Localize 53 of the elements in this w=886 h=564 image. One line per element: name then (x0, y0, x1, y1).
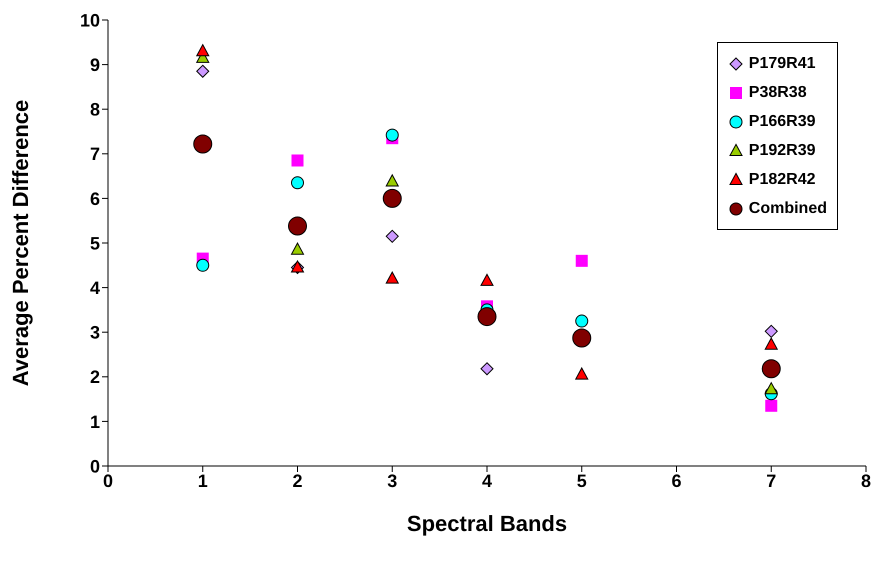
x-tick-label: 3 (387, 470, 398, 491)
point (764, 382, 778, 394)
x-tick-label: 0 (102, 470, 114, 491)
point (386, 230, 399, 243)
point (196, 44, 210, 56)
x-axis-title: Spectral Bands (406, 511, 568, 536)
point (386, 128, 399, 142)
y-tick-label: 2 (90, 367, 100, 388)
point (764, 338, 778, 350)
y-tick-label: 1 (90, 412, 100, 432)
point (288, 216, 307, 236)
legend-label: Combined (748, 200, 827, 218)
y-tick-label: 3 (90, 322, 100, 343)
point (480, 362, 494, 376)
y-tick-label: 5 (90, 233, 100, 254)
x-tick-label: 5 (576, 470, 587, 491)
point (572, 328, 592, 348)
point (193, 134, 212, 154)
y-tick-label: 7 (90, 144, 100, 164)
x-tick-label: 6 (671, 470, 682, 491)
point (382, 188, 402, 208)
point (575, 314, 588, 328)
y-tick-label: 10 (80, 10, 100, 30)
x-tick-label: 1 (198, 470, 208, 491)
point (196, 258, 210, 272)
point (765, 400, 778, 412)
point (762, 359, 781, 378)
y-tick-label: 6 (90, 188, 100, 209)
point (480, 274, 494, 286)
point (386, 174, 399, 186)
x-tick-label: 7 (766, 470, 776, 491)
legend-label: P182R42 (748, 170, 816, 188)
legend-label: P179R41 (748, 54, 816, 72)
y-tick-label: 0 (90, 456, 100, 476)
legend-label: P166R39 (748, 112, 816, 130)
point (292, 154, 304, 166)
x-tick-label: 2 (292, 470, 303, 491)
x-tick-label: 4 (482, 470, 492, 491)
y-tick-label: 8 (90, 100, 100, 120)
y-axis-title: Average Percent Difference (8, 100, 33, 386)
point (575, 367, 588, 380)
point (576, 254, 588, 267)
point (291, 242, 304, 255)
point (764, 324, 778, 338)
x-tick-label: 8 (860, 470, 872, 491)
point (386, 272, 399, 284)
legend-label: P192R39 (748, 142, 816, 160)
y-tick-label: 4 (90, 278, 100, 298)
point (478, 307, 496, 326)
legend-label: P38R38 (748, 84, 807, 102)
y-tick-label: 9 (90, 54, 100, 75)
point (291, 176, 304, 190)
point (196, 64, 210, 78)
